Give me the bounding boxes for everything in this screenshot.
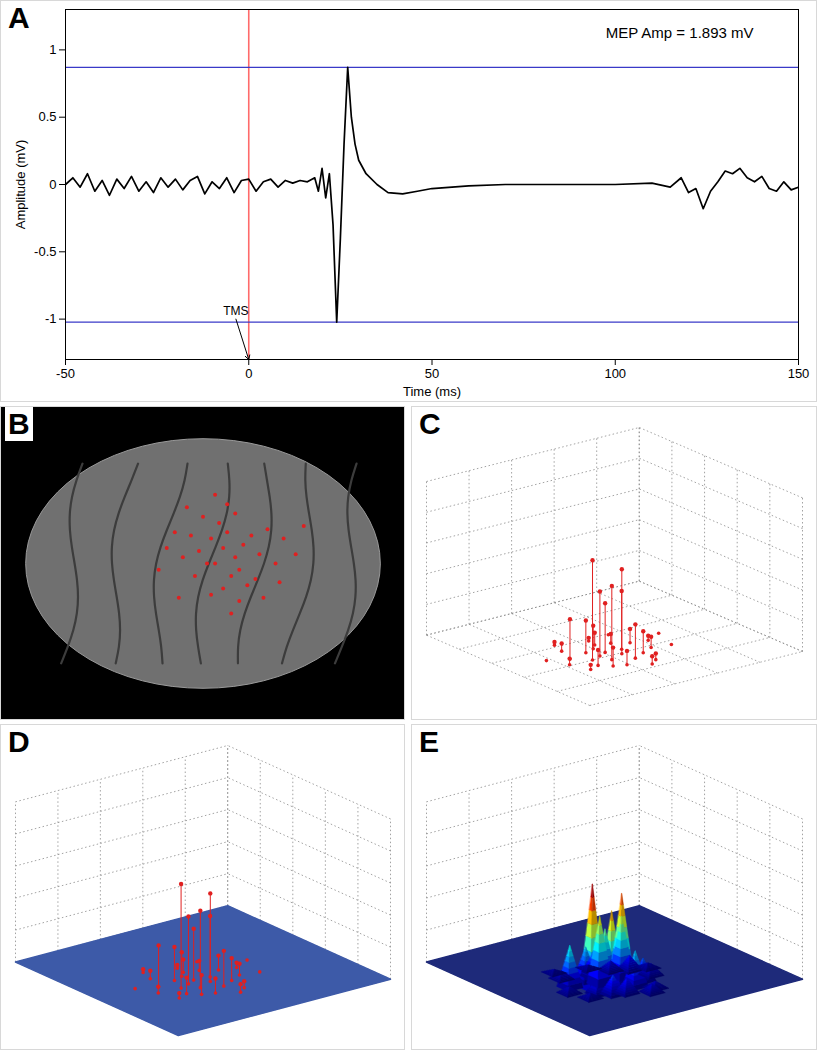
- svg-text:Amplitude (mV): Amplitude (mV): [13, 140, 28, 230]
- svg-text:50: 50: [425, 366, 439, 381]
- html-text:E: E: [419, 725, 439, 758]
- svg-text:100: 100: [604, 366, 626, 381]
- html-text:B: B: [8, 407, 30, 440]
- svg-text:Time (ms): Time (ms): [403, 384, 461, 399]
- svg-text:0.5: 0.5: [38, 109, 56, 124]
- svg-text:0: 0: [245, 366, 252, 381]
- html-text:C: C: [419, 407, 441, 440]
- html-text:A: A: [8, 1, 30, 34]
- svg-text:MEP Amp = 1.893 mV: MEP Amp = 1.893 mV: [606, 24, 754, 41]
- svg-text:1: 1: [49, 42, 56, 57]
- svg-text:150: 150: [788, 366, 810, 381]
- svg-text:-0.5: -0.5: [34, 244, 56, 259]
- svg-text:-50: -50: [56, 366, 75, 381]
- svg-text:-1: -1: [45, 311, 57, 326]
- svg-text:TMS: TMS: [223, 304, 248, 318]
- svg-text:0: 0: [49, 177, 56, 192]
- html-text:D: D: [8, 725, 30, 758]
